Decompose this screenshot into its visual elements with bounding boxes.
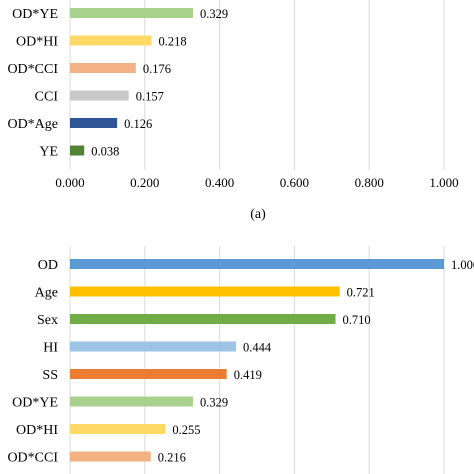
x-tick-label: 0.600	[280, 175, 309, 190]
category-label: Sex	[37, 313, 58, 328]
value-label: 0.157	[136, 90, 164, 104]
value-label: 1.000	[451, 258, 474, 272]
value-label: 0.216	[158, 451, 186, 465]
category-label: HI	[43, 341, 58, 356]
value-label: 0.218	[159, 35, 187, 49]
bar	[70, 145, 85, 156]
bar	[70, 451, 151, 462]
panel-caption: (a)	[250, 207, 266, 222]
bar	[70, 63, 136, 73]
category-label: Age	[35, 286, 58, 301]
x-tick-label: 0.800	[355, 175, 384, 190]
bar	[70, 369, 227, 379]
category-label: OD	[38, 258, 58, 273]
value-label: 0.419	[234, 368, 262, 382]
bar	[70, 118, 118, 128]
value-label: 0.038	[91, 145, 119, 159]
bar	[70, 35, 152, 46]
x-tick-label: 0.200	[130, 175, 159, 190]
bar	[70, 90, 129, 101]
bar	[70, 341, 237, 352]
bar	[70, 424, 166, 434]
category-label: OD*HI	[16, 423, 58, 438]
chart-panel-b: OD 1.000 Age 0.721 Sex 0.710 HI 0.444 SS 0.419 OD*…	[7, 246, 474, 474]
value-label: 0.721	[347, 286, 375, 300]
value-label: 0.329	[200, 7, 228, 21]
value-label: 0.255	[172, 423, 200, 437]
bar	[70, 314, 336, 324]
category-label: OD*HI	[16, 35, 58, 50]
category-label: YE	[39, 145, 58, 160]
bar	[70, 396, 194, 407]
value-label: 0.176	[143, 62, 171, 76]
bar	[70, 8, 194, 18]
x-tick-label: 1.000	[429, 175, 458, 190]
value-label: 0.126	[124, 117, 152, 131]
chart-panel-a: 0.000 0.200 0.400 0.600 0.800 1.000 OD*YE 0.329…	[7, 0, 459, 190]
x-tick-label: 0.000	[55, 175, 84, 190]
category-label: OD*Age	[7, 117, 58, 132]
x-tick-label: 0.400	[205, 175, 234, 190]
value-label: 0.444	[243, 341, 272, 355]
category-label: OD*YE	[12, 396, 58, 411]
category-label: OD*CCI	[7, 451, 58, 466]
category-label: CCI	[35, 90, 59, 105]
category-label: OD*YE	[12, 7, 58, 22]
category-label: OD*CCI	[7, 62, 58, 77]
bar	[70, 259, 444, 269]
value-label: 0.329	[200, 396, 228, 410]
bar	[70, 286, 340, 297]
category-label: SS	[42, 368, 58, 383]
value-label: 0.710	[343, 313, 371, 327]
